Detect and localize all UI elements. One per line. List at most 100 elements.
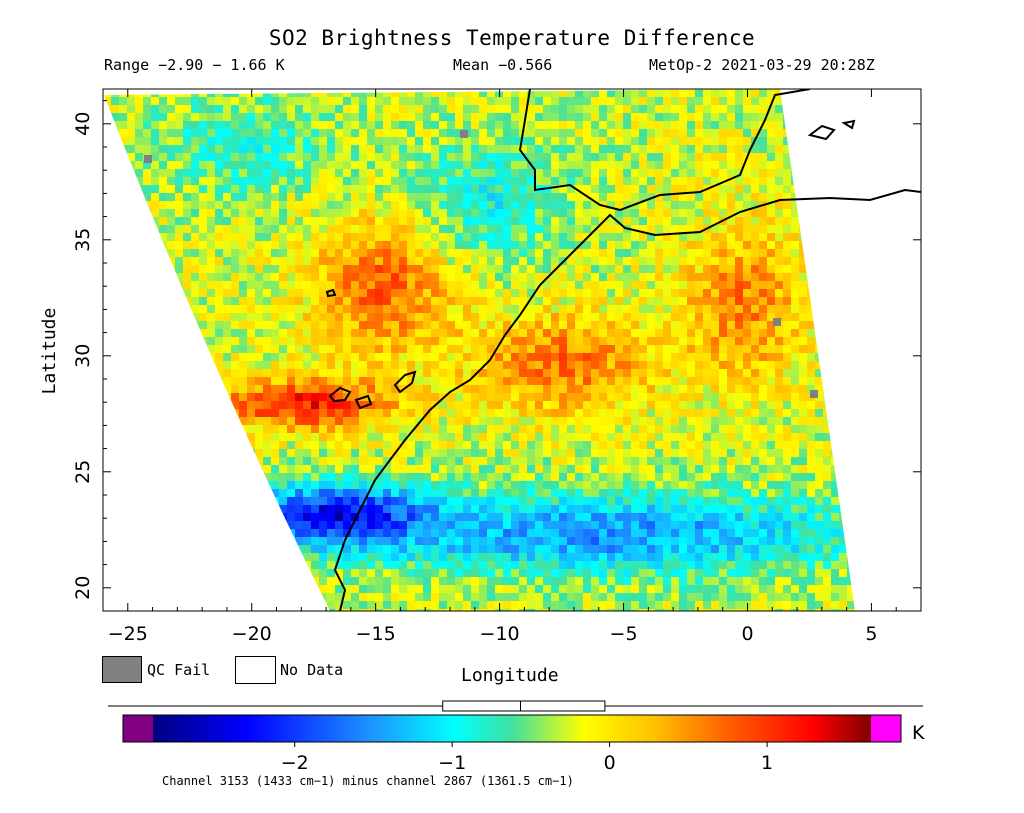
swath-cell	[703, 241, 711, 249]
swath-cell	[407, 313, 415, 321]
swath-cell	[527, 377, 535, 385]
swath-cell	[815, 313, 823, 321]
swath-cell	[615, 97, 623, 105]
swath-cell	[359, 145, 367, 153]
swath-cell	[743, 377, 751, 385]
swath-cell	[399, 465, 407, 473]
swath-cell	[495, 409, 503, 417]
swath-cell	[647, 361, 655, 369]
swath-cell	[423, 225, 431, 233]
swath-cell	[207, 337, 215, 345]
swath-cell	[623, 369, 631, 377]
swath-cell	[127, 233, 135, 241]
swath-cell	[151, 393, 159, 401]
swath-cell	[855, 433, 863, 441]
swath-cell	[615, 433, 623, 441]
swath-cell	[775, 121, 783, 129]
swath-cell	[911, 297, 919, 305]
swath-cell	[775, 401, 783, 409]
swath-cell	[255, 89, 263, 97]
swath-cell	[263, 417, 271, 425]
swath-cell	[815, 401, 823, 409]
swath-cell	[647, 353, 655, 361]
swath-cell	[407, 201, 415, 209]
swath-cell	[231, 377, 239, 385]
swath-cell	[695, 169, 703, 177]
swath-cell	[303, 329, 311, 337]
swath-cell	[687, 449, 695, 457]
swath-cell	[695, 297, 703, 305]
swath-cell	[191, 137, 199, 145]
swath-cell	[839, 337, 847, 345]
swath-cell	[455, 97, 463, 105]
swath-cell	[399, 337, 407, 345]
swath-cell	[119, 225, 127, 233]
swath-cell	[447, 289, 455, 297]
swath-cell	[535, 241, 543, 249]
swath-cell	[223, 433, 231, 441]
swath-cell	[399, 353, 407, 361]
swath-cell	[847, 249, 855, 257]
swath-cell	[167, 329, 175, 337]
swath-cell	[527, 465, 535, 473]
swath-cell	[503, 393, 511, 401]
swath-cell	[919, 377, 927, 385]
swath-cell	[599, 249, 607, 257]
swath-cell	[231, 105, 239, 113]
swath-cell	[663, 401, 671, 409]
swath-cell	[487, 281, 495, 289]
swath-cell	[279, 441, 287, 449]
swath-cell	[159, 217, 167, 225]
swath-cell	[463, 361, 471, 369]
swath-cell	[447, 97, 455, 105]
swath-cell	[671, 457, 679, 465]
swath-cell	[183, 121, 191, 129]
swath-cell	[119, 89, 127, 97]
swath-cell	[223, 257, 231, 265]
swath-cell	[303, 193, 311, 201]
swath-cell	[879, 297, 887, 305]
swath-cell	[255, 457, 263, 465]
swath-cell	[607, 105, 615, 113]
swath-cell	[463, 121, 471, 129]
swath-cell	[759, 305, 767, 313]
swath-cell	[487, 137, 495, 145]
swath-cell	[279, 257, 287, 265]
swath-cell	[663, 113, 671, 121]
swath-cell	[359, 425, 367, 433]
swath-cell	[631, 353, 639, 361]
swath-cell	[695, 449, 703, 457]
swath-cell	[287, 233, 295, 241]
swath-cell	[583, 441, 591, 449]
swath-cell	[575, 185, 583, 193]
swath-cell	[679, 281, 687, 289]
swath-cell	[495, 425, 503, 433]
swath-cell	[343, 217, 351, 225]
swath-cell	[919, 249, 927, 257]
swath-cell	[599, 89, 607, 97]
swath-cell	[831, 377, 839, 385]
swath-cell	[223, 369, 231, 377]
swath-cell	[775, 241, 783, 249]
swath-cell	[375, 369, 383, 377]
swath-cell	[895, 409, 903, 417]
swath-cell	[559, 241, 567, 249]
swath-cell	[519, 361, 527, 369]
swath-cell	[383, 257, 391, 265]
swath-cell	[495, 393, 503, 401]
swath-cell	[239, 425, 247, 433]
swath-cell	[887, 337, 895, 345]
swath-cell	[423, 305, 431, 313]
swath-cell	[143, 465, 151, 473]
swath-cell	[207, 129, 215, 137]
swath-cell	[239, 449, 247, 457]
swath-cell	[167, 233, 175, 241]
swath-cell	[903, 393, 911, 401]
swath-cell	[319, 305, 327, 313]
swath-cell	[575, 449, 583, 457]
swath-cell	[655, 369, 663, 377]
swath-cell	[799, 137, 807, 145]
swath-cell	[647, 137, 655, 145]
swath-cell	[727, 193, 735, 201]
swath-cell	[567, 465, 575, 473]
